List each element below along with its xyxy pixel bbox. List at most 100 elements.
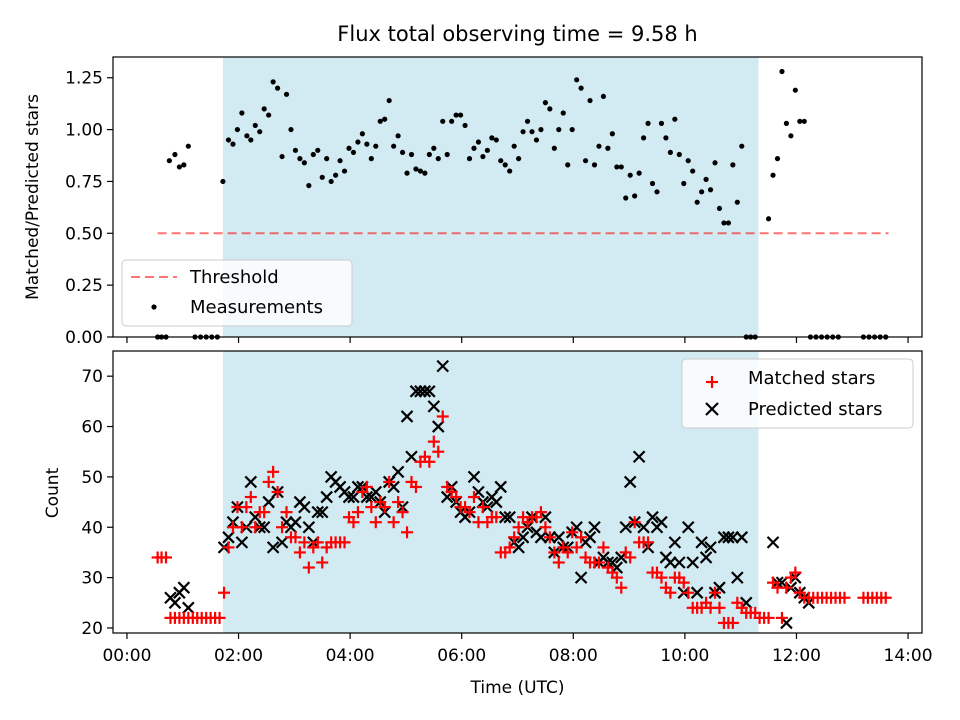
predicted-point — [168, 596, 182, 610]
measurement-point — [328, 178, 334, 185]
matched-point — [490, 511, 503, 524]
measurement-point — [779, 68, 785, 75]
matched-point — [258, 506, 271, 519]
predicted-point — [490, 495, 503, 509]
predicted-point — [516, 531, 530, 544]
matched-point — [512, 521, 525, 534]
measurement-point — [248, 137, 254, 143]
predicted-point — [766, 536, 780, 549]
matched-point — [655, 571, 668, 584]
measurement-point — [426, 151, 432, 158]
measurement-point — [489, 135, 495, 141]
predicted-point — [646, 510, 659, 524]
measurement-point — [618, 164, 624, 170]
matched-point — [615, 581, 628, 594]
matched-point — [566, 526, 579, 539]
y-tick-label: 40 — [81, 518, 103, 538]
legend-matched-label: Matched stars — [748, 368, 875, 389]
matched-point — [160, 551, 173, 564]
matched-point — [409, 480, 422, 493]
predicted-point — [664, 556, 677, 569]
matched-point — [222, 541, 235, 554]
matched-point — [610, 571, 623, 584]
predicted-point — [177, 581, 191, 594]
measurement-point — [333, 172, 339, 178]
measurement-point — [516, 156, 522, 162]
predicted-point — [369, 485, 383, 499]
y-tick-label: 70 — [81, 367, 103, 387]
matched-point — [543, 531, 556, 544]
y-axis-label: Count — [43, 467, 63, 518]
measurement-point — [511, 143, 517, 149]
predicted-point — [731, 571, 744, 584]
matched-point — [293, 546, 306, 559]
matched-point — [789, 566, 802, 579]
predicted-point — [298, 500, 311, 514]
measurement-point — [645, 120, 651, 126]
measurement-point — [292, 147, 299, 153]
predicted-point — [342, 490, 356, 504]
matched-point — [838, 591, 851, 604]
predicted-point — [583, 531, 597, 544]
matched-point — [392, 496, 405, 509]
measurement-point — [274, 85, 281, 91]
measurement-point — [493, 137, 499, 143]
predicted-point — [418, 385, 432, 398]
matched-point — [575, 531, 588, 544]
measurement-point — [480, 153, 486, 160]
matched-point — [302, 561, 315, 574]
matched-point — [539, 521, 552, 534]
measurement-point — [444, 151, 450, 158]
measurement-point — [244, 133, 250, 139]
measurement-point — [788, 133, 794, 139]
measurement-point — [654, 189, 660, 195]
predicted-point — [637, 520, 650, 534]
x-axis-label: Time (UTC) — [470, 678, 565, 698]
matched-point — [347, 516, 360, 529]
measurement-point — [355, 139, 361, 145]
predicted-point — [302, 520, 316, 534]
measurement-point — [636, 170, 642, 176]
measurement-point — [413, 166, 419, 172]
x-tick-label: 06:00 — [437, 646, 486, 666]
matched-point — [879, 591, 892, 604]
y-tick-label: 0.50 — [65, 224, 103, 244]
measurement-point — [391, 143, 397, 149]
measurement-point — [614, 164, 620, 170]
chart-title: Flux total observing time = 9.58 h — [337, 22, 697, 46]
measurement-point — [475, 139, 482, 145]
predicted-point — [405, 450, 418, 464]
measurement-point — [609, 131, 615, 137]
measurement-point — [270, 79, 276, 85]
matched-point — [280, 506, 293, 519]
measurement-point — [234, 126, 241, 133]
measurement-point — [605, 145, 611, 151]
measurement-point — [721, 220, 727, 226]
measurement-point — [560, 110, 566, 116]
matched-point — [378, 501, 391, 514]
predicted-point — [588, 520, 601, 534]
matched-point — [383, 475, 396, 488]
measurement-point — [449, 118, 455, 124]
predicted-point — [467, 470, 481, 484]
measurement-point — [373, 143, 379, 149]
count-panel: 20 30 40 50 60 70 00:00 02:00 04:00 06:00 08:00 10… — [43, 350, 933, 698]
x-tick-label: 10:00 — [660, 646, 709, 666]
measurement-point — [792, 87, 798, 93]
matched-point — [775, 611, 788, 624]
measurement-point — [466, 156, 473, 162]
measurement-point — [574, 77, 580, 83]
predicted-point — [494, 480, 508, 494]
x-axis-ticks: 00:00 02:00 04:00 06:00 08:00 10:00 12:00 14:00 — [102, 633, 933, 666]
predicted-point — [257, 520, 271, 534]
measurement-point — [716, 205, 723, 212]
matched-point — [450, 491, 463, 504]
legend-predicted-label: Predicted stars — [748, 399, 882, 420]
measurement-point — [324, 156, 330, 162]
measurement-point — [623, 195, 629, 201]
measurement-point — [399, 149, 406, 156]
matched-point — [267, 465, 280, 478]
measurement-point — [690, 168, 696, 174]
matched-point — [338, 536, 351, 549]
